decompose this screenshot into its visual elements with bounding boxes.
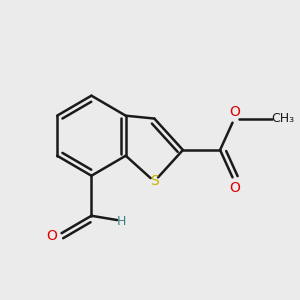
Text: O: O (46, 229, 57, 243)
Text: S: S (150, 175, 159, 188)
Text: O: O (229, 104, 240, 118)
Text: O: O (229, 182, 240, 196)
Text: CH₃: CH₃ (272, 112, 295, 125)
Text: H: H (117, 215, 127, 228)
